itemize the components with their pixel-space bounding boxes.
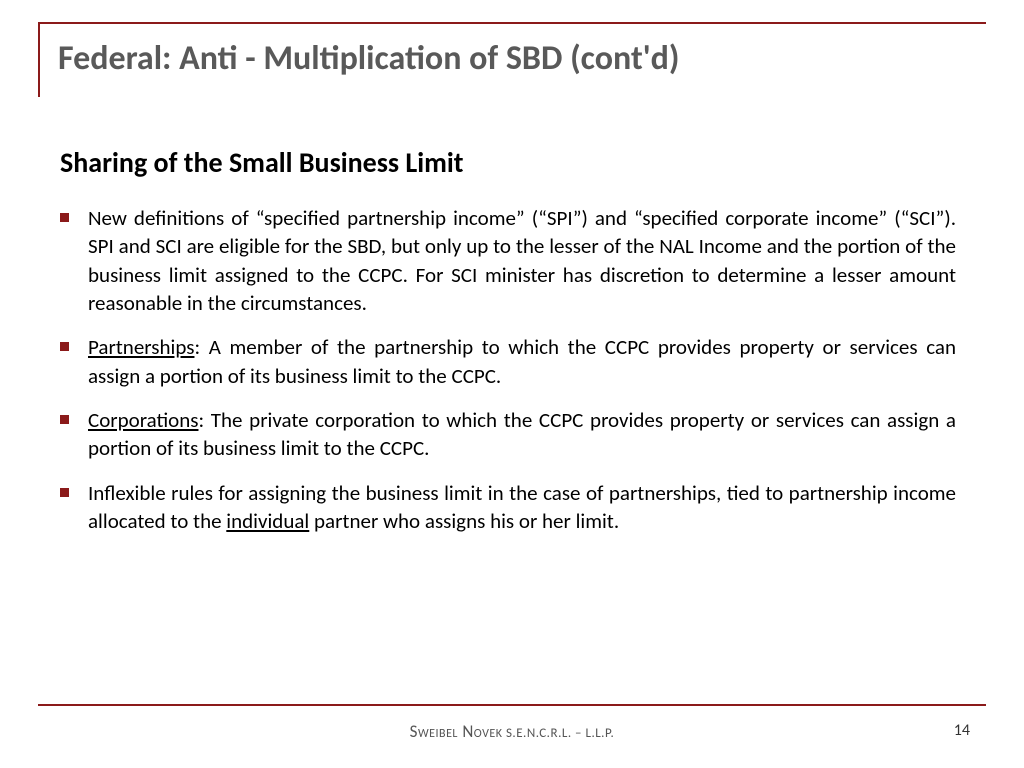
slide: Federal: Anti - Multiplication of SBD (c… (0, 0, 1024, 768)
page-number: 14 (954, 721, 970, 740)
footer: Sweibel Novek S.E.N.C.R.L. – L.L.P. (0, 721, 1024, 742)
bullet-text: : The private corporation to which the C… (88, 407, 956, 461)
bullet-item: Inflexible rules for assigning the busin… (60, 479, 956, 536)
footer-divider (38, 704, 986, 706)
title-container: Federal: Anti - Multiplication of SBD (c… (38, 22, 986, 97)
bullet-item: Corporations: The private corporation to… (60, 406, 956, 463)
footer-suffix: S.E.N.C.R.L. – L.L.P. (503, 726, 615, 741)
bullet-text-post: partner who assigns his or her limit. (309, 508, 619, 534)
slide-subtitle: Sharing of the Small Business Limit (60, 145, 986, 180)
slide-title: Federal: Anti - Multiplication of SBD (c… (58, 38, 986, 79)
bullet-list: New definitions of “specified partnershi… (38, 204, 986, 535)
bullet-lead: Corporations (88, 407, 198, 433)
bullet-item: Partnerships: A member of the partnershi… (60, 333, 956, 390)
bullet-lead: Partnerships (88, 334, 194, 360)
bullet-item: New definitions of “specified partnershi… (60, 204, 956, 317)
footer-firm: Sweibel Novek (410, 721, 503, 742)
bullet-text: New definitions of “specified partnershi… (88, 205, 956, 316)
bullet-text: : A member of the partnership to which t… (88, 334, 956, 388)
bullet-underlined: individual (226, 508, 309, 534)
